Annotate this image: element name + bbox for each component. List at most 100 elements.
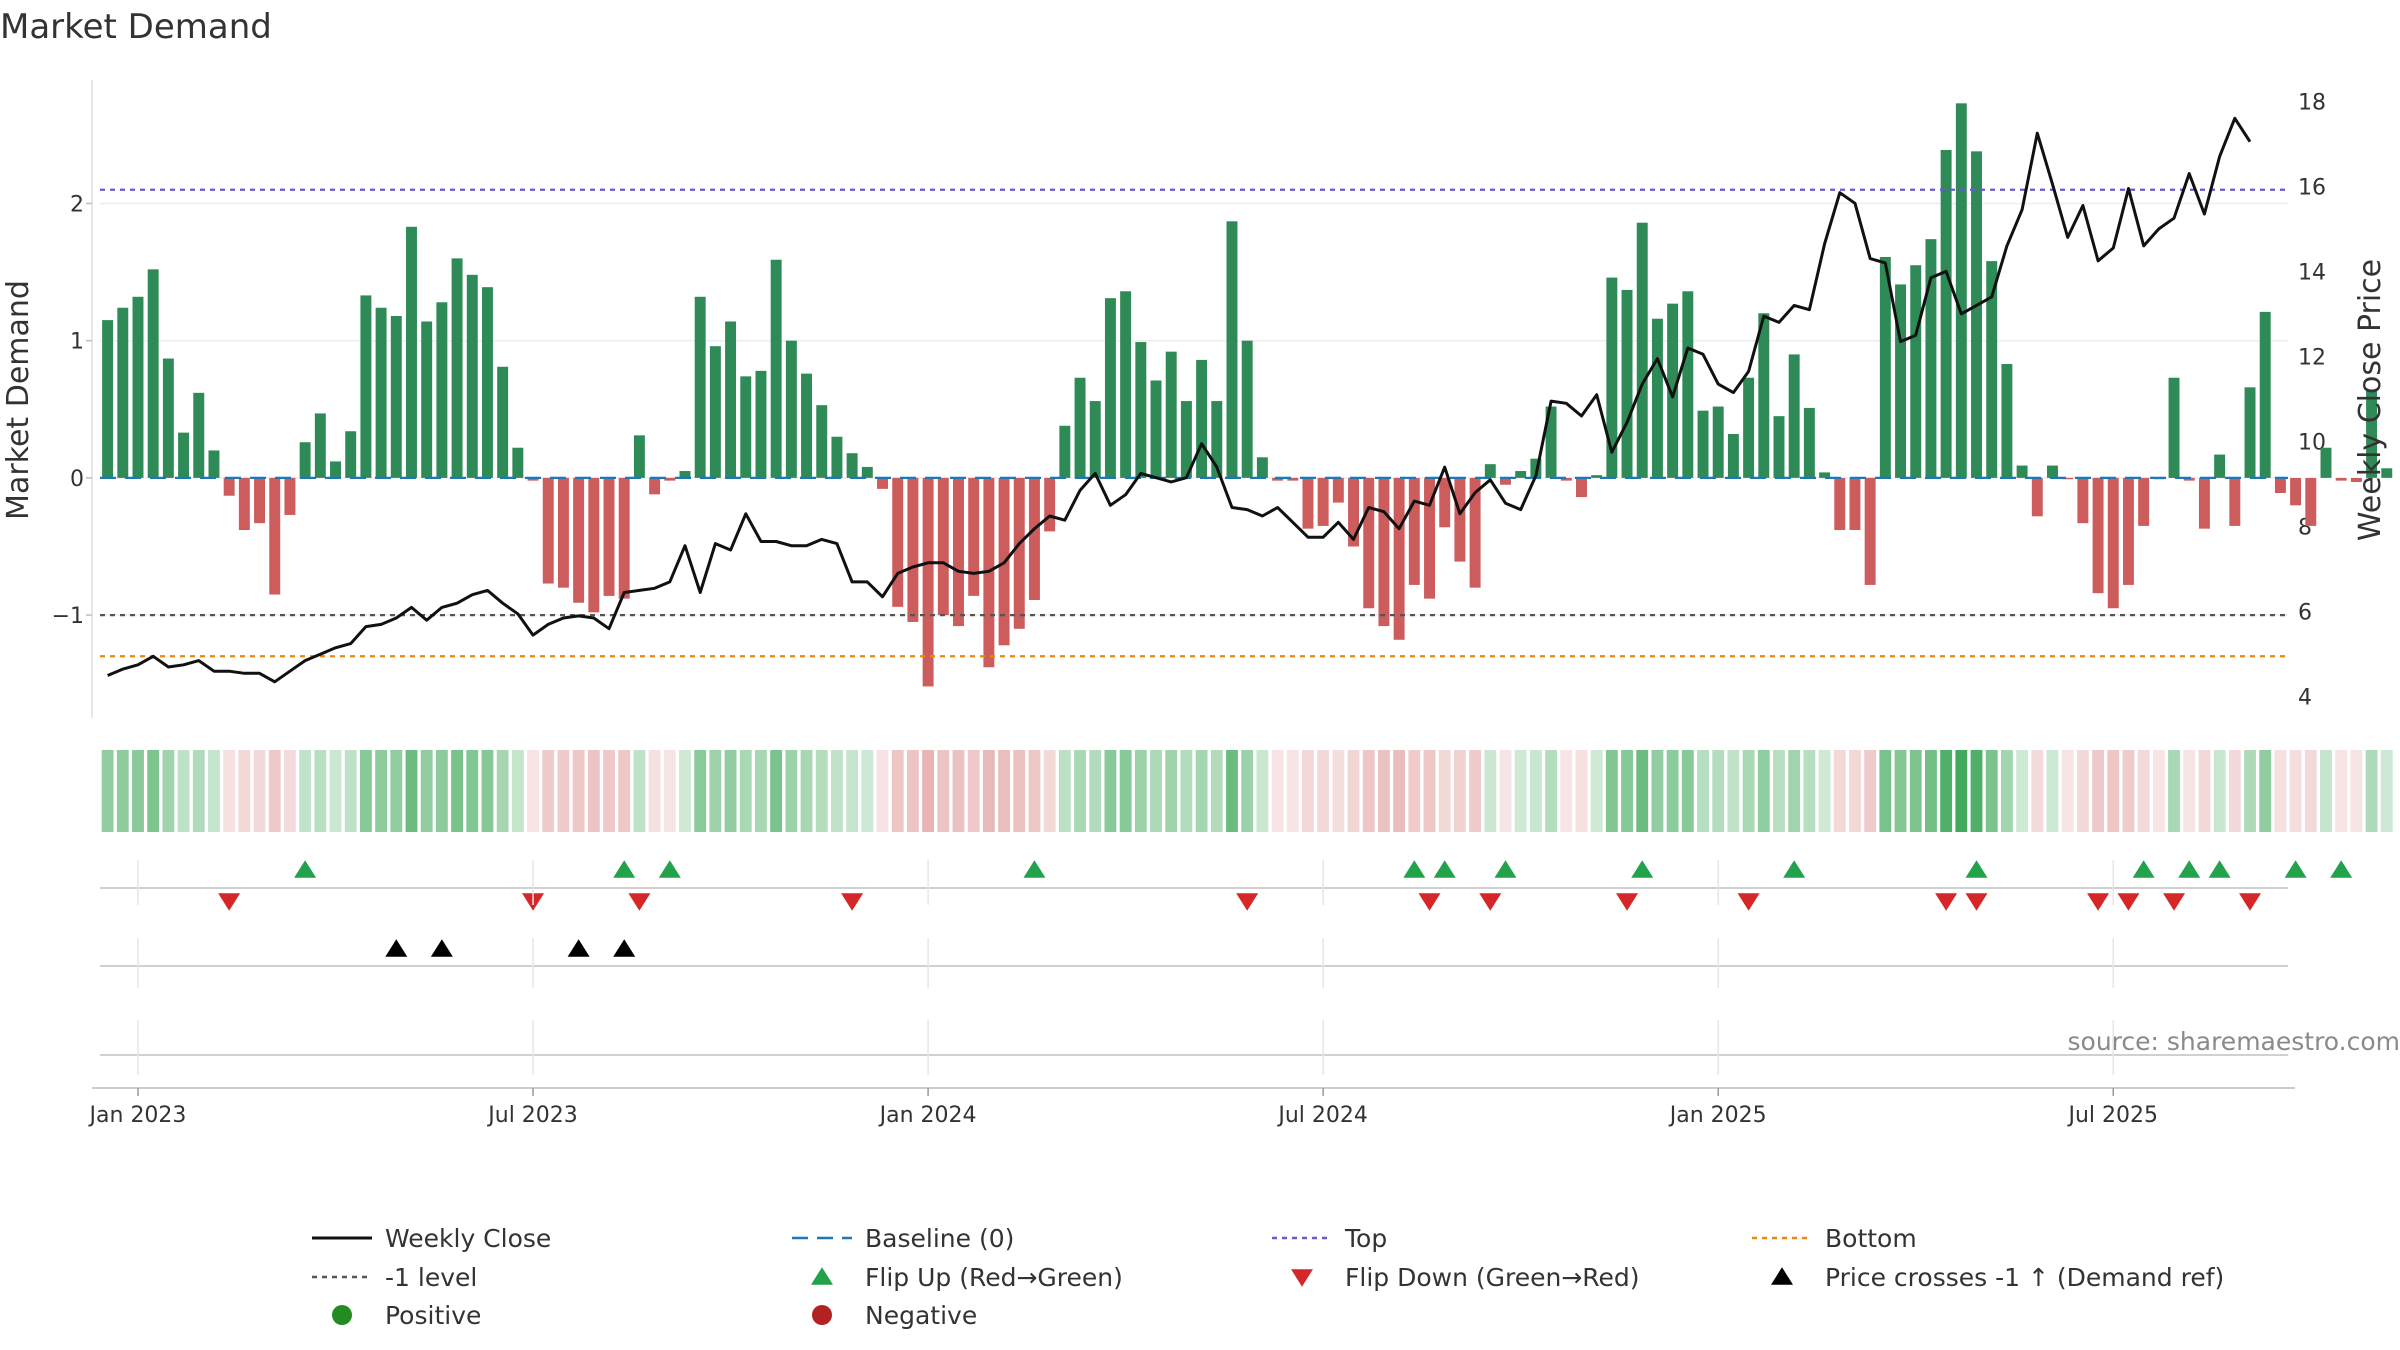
bar-negative	[2107, 477, 2119, 609]
bar-negative	[284, 477, 296, 515]
bar-negative	[557, 477, 569, 588]
heat-cell-positive	[1727, 750, 1740, 832]
heat-cell-positive	[2168, 750, 2180, 832]
heat-cell-positive	[1165, 750, 1178, 832]
x-tick-label: Jul 2025	[2066, 1103, 2158, 1128]
bar-positive	[299, 442, 311, 478]
heat-cell-negative	[876, 750, 889, 832]
heat-cell-negative	[557, 750, 570, 832]
bar-negative	[618, 477, 630, 599]
bar-positive	[1712, 406, 1724, 478]
flip-down-marker	[1616, 893, 1639, 911]
heat-cell-positive	[1894, 750, 1907, 832]
heat-cell-negative	[952, 750, 965, 832]
bar-negative	[1864, 477, 1876, 585]
heat-cell-negative	[2137, 750, 2150, 832]
heat-cell-negative	[618, 750, 631, 832]
heat-cell-negative	[1347, 750, 1360, 832]
heat-cell-positive	[1529, 750, 1542, 832]
bar-positive	[1651, 318, 1663, 478]
heat-cell-positive	[359, 750, 372, 832]
heat-cell-positive	[147, 750, 160, 832]
bar-positive	[314, 413, 326, 478]
heat-cell-positive	[1545, 750, 1557, 832]
bar-positive	[1180, 401, 1192, 478]
heat-cell-positive	[1666, 750, 1679, 832]
bar-positive	[102, 320, 114, 478]
bar-positive	[512, 447, 524, 478]
bar-positive	[1484, 464, 1496, 478]
heat-cell-negative	[2031, 750, 2044, 832]
bar-positive	[421, 321, 433, 478]
flip-down-marker	[1737, 893, 1760, 911]
bar-positive	[1743, 377, 1755, 478]
heat-cell-positive	[375, 750, 388, 832]
bar-positive	[162, 358, 174, 478]
heat-cell-negative	[2304, 750, 2317, 832]
heat-cell-positive	[511, 750, 524, 832]
heat-cell-positive	[1590, 750, 1603, 832]
flip-up-marker	[1965, 860, 1988, 878]
heat-cell-positive	[466, 750, 479, 832]
bar-positive	[497, 366, 509, 478]
legend-label: Price crosses -1 ↑ (Demand ref)	[1825, 1263, 2224, 1292]
bar-positive	[1150, 380, 1162, 478]
bar-negative	[2198, 477, 2210, 529]
bar-negative	[1332, 477, 1344, 503]
heat-cell-positive	[101, 750, 114, 832]
flip-up-marker	[1631, 860, 1654, 878]
legend-item-top: Top	[1272, 1224, 1387, 1253]
heat-cell-positive	[451, 750, 463, 832]
heat-cell-negative	[663, 750, 676, 832]
heat-cell-positive	[344, 750, 357, 832]
bar-negative	[1575, 477, 1587, 498]
flip-up-markers	[294, 860, 2353, 878]
bar-negative	[953, 477, 964, 627]
price-cross-panel	[100, 939, 2288, 967]
bar-negative	[1348, 477, 1360, 547]
legend-label: Top	[1344, 1224, 1387, 1253]
heat-cell-positive	[314, 750, 327, 832]
bar-positive	[1059, 425, 1071, 478]
heat-cell-positive	[1681, 750, 1694, 832]
legend-label: Negative	[865, 1301, 977, 1330]
heat-cell-negative	[1378, 750, 1390, 832]
bar-positive	[1788, 354, 1800, 478]
heat-cell-negative	[572, 750, 585, 832]
bar-positive	[2001, 364, 2013, 478]
bar-negative	[907, 477, 919, 622]
flip-up-marker	[2208, 860, 2231, 878]
bar-negative	[2183, 477, 2195, 481]
flip-down-marker	[1965, 893, 1988, 911]
flip-down-marker	[2117, 893, 2140, 911]
bar-positive	[436, 302, 448, 478]
bar-negative	[2122, 477, 2134, 585]
heat-cell-negative	[527, 750, 539, 832]
heat-cell-negative	[2183, 750, 2196, 832]
bar-negative	[588, 477, 600, 613]
heat-cell-negative	[1332, 750, 1345, 832]
heat-cell-positive	[435, 750, 448, 832]
heat-cell-positive	[1925, 750, 1937, 832]
heat-cell-positive	[1241, 750, 1254, 832]
heat-cell-negative	[2092, 750, 2104, 832]
heat-cell-negative	[1453, 750, 1466, 832]
heat-cell-positive	[1058, 750, 1071, 832]
left-y-ticks: −1 0 1 2	[52, 192, 92, 629]
bar-negative	[2305, 477, 2317, 526]
bar-negative	[937, 477, 949, 616]
heat-cell-negative	[587, 750, 600, 832]
heat-cell-positive	[1909, 750, 1922, 832]
heat-cell-negative	[1499, 750, 1512, 832]
heat-cell-positive	[1089, 750, 1102, 832]
heat-cell-positive	[2244, 750, 2256, 832]
bar-positive	[2047, 465, 2058, 478]
lower-panel-vertical-grid	[137, 860, 2115, 1075]
flip-up-marker	[613, 860, 636, 878]
heat-cell-positive	[1074, 750, 1086, 832]
flip-down-marker	[1479, 893, 1502, 911]
bar-positive	[1803, 407, 1815, 478]
x-tick-label: Jul 2023	[486, 1103, 578, 1128]
heat-cell-negative	[937, 750, 950, 832]
heat-cell-positive	[1651, 750, 1664, 832]
